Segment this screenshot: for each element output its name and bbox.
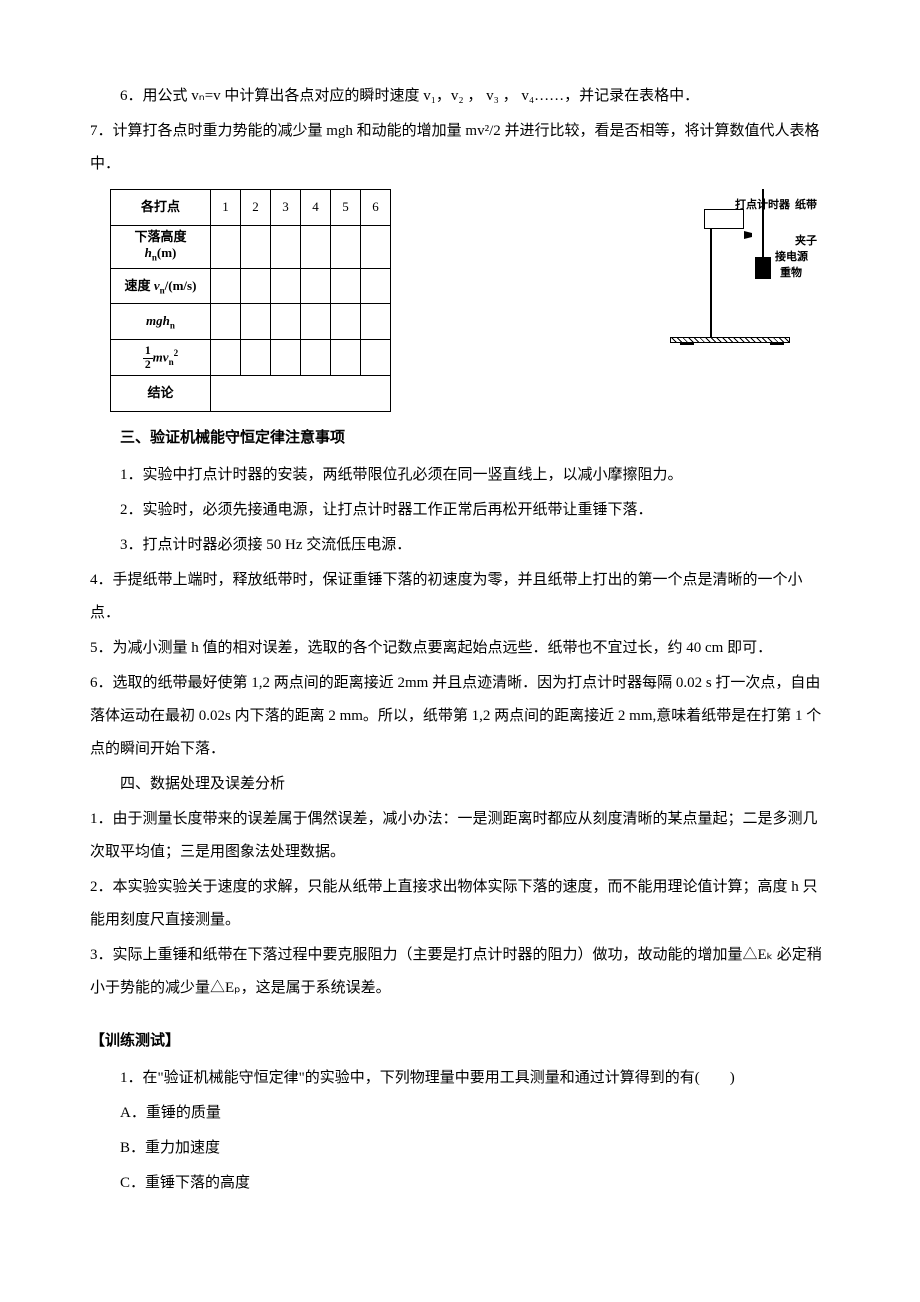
option-a: A．重锤的质量 bbox=[90, 1097, 830, 1130]
col-4: 4 bbox=[301, 190, 331, 226]
row-kinetic: 12mvn2 bbox=[111, 340, 211, 376]
note-3: 3．打点计时器必须接 50 Hz 交流低压电源． bbox=[90, 529, 830, 562]
label-timer: 打点计时器 bbox=[735, 193, 790, 217]
step-7: 7．计算打各点时重力势能的减少量 mgh 和动能的增加量 mv²/2 并进行比较… bbox=[90, 115, 830, 181]
label-weight: 重物 bbox=[780, 261, 802, 285]
apparatus-diagram: 打点计时器 纸带 夹子 接电源 重物 bbox=[640, 189, 830, 359]
row-height: 下落高度hn(m) bbox=[111, 225, 211, 268]
note-1: 1．实验中打点计时器的安装，两纸带限位孔必须在同一竖直线上，以减小摩擦阻力。 bbox=[90, 459, 830, 492]
analysis-1: 1．由于测量长度带来的误差属于偶然误差，减小办法：一是测距离时都应从刻度清晰的某… bbox=[90, 803, 830, 869]
table-header-label: 各打点 bbox=[111, 190, 211, 226]
note-6: 6．选取的纸带最好使第 1,2 两点间的距离接近 2mm 并且点迹清晰．因为打点… bbox=[90, 667, 830, 766]
row-velocity: 速度 vn/(m/s) bbox=[111, 268, 211, 304]
col-1: 1 bbox=[211, 190, 241, 226]
col-2: 2 bbox=[241, 190, 271, 226]
option-b: B．重力加速度 bbox=[90, 1132, 830, 1165]
analysis-2: 2．本实验实验关于速度的求解，只能从纸带上直接求出物体实际下落的速度，而不能用理… bbox=[90, 871, 830, 937]
figure-row: 各打点 1 2 3 4 5 6 下落高度hn(m) 速度 vn/(m/s) mg… bbox=[110, 189, 830, 412]
row-mgh: mghn bbox=[111, 304, 211, 340]
col-3: 3 bbox=[271, 190, 301, 226]
col-5: 5 bbox=[331, 190, 361, 226]
section-4-title: 四、数据处理及误差分析 bbox=[90, 768, 830, 801]
label-tape: 纸带 bbox=[795, 193, 817, 217]
analysis-3: 3．实际上重锤和纸带在下落过程中要克服阻力（主要是打点计时器的阻力）做功，故动能… bbox=[90, 939, 830, 1005]
note-5: 5．为减小测量 h 值的相对误差，选取的各个记数点要离起始点远些．纸带也不宜过长… bbox=[90, 632, 830, 665]
option-c: C．重锤下落的高度 bbox=[90, 1167, 830, 1200]
section-3-title: 三、验证机械能守恒定律注意事项 bbox=[90, 422, 830, 455]
question-1: 1．在"验证机械能守恒定律"的实验中，下列物理量中要用工具测量和通过计算得到的有… bbox=[90, 1062, 830, 1095]
note-4: 4．手提纸带上端时，释放纸带时，保证重锤下落的初速度为零，并且纸带上打出的第一个… bbox=[90, 564, 830, 630]
quiz-title: 【训练测试】 bbox=[90, 1025, 830, 1058]
row-conclusion: 结论 bbox=[111, 376, 211, 412]
step-6: 6．用公式 vₙ=v 中计算出各点对应的瞬时速度 v₁，v₂ ， v₃ ， v₄… bbox=[90, 80, 830, 113]
data-table: 各打点 1 2 3 4 5 6 下落高度hn(m) 速度 vn/(m/s) mg… bbox=[110, 189, 391, 412]
note-2: 2．实验时，必须先接通电源，让打点计时器工作正常后再松开纸带让重锤下落． bbox=[90, 494, 830, 527]
col-6: 6 bbox=[361, 190, 391, 226]
